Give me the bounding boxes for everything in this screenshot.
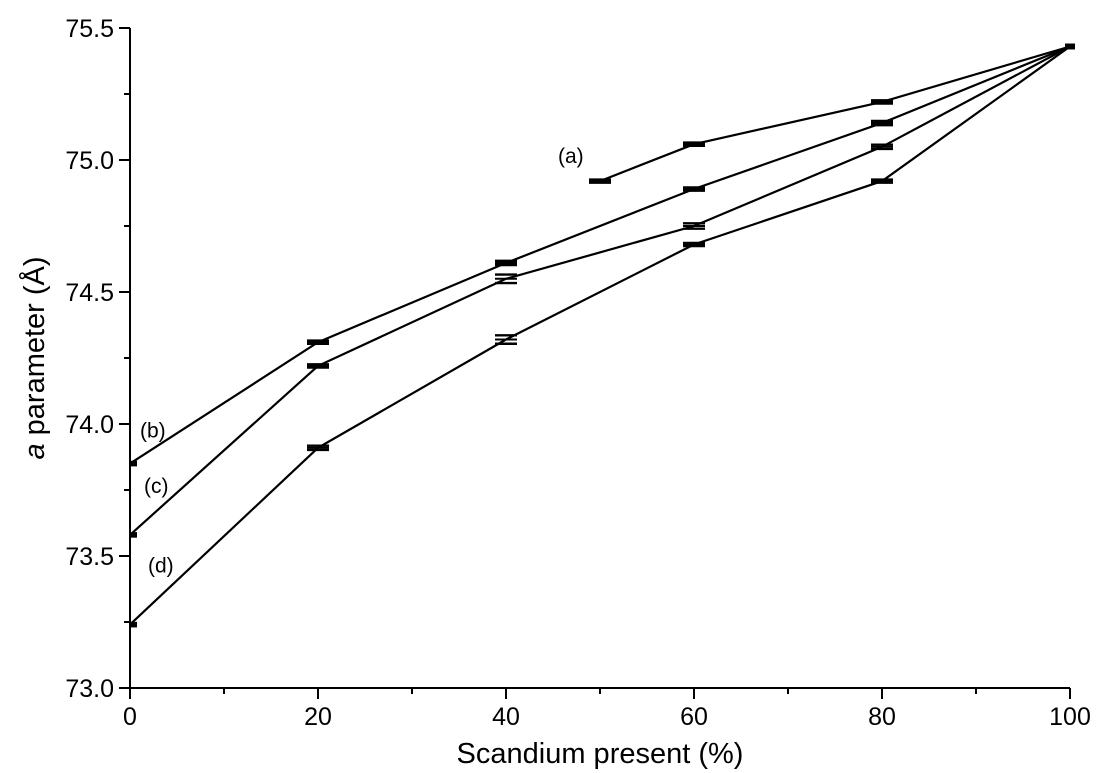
series-1: (a) bbox=[558, 43, 1075, 184]
x-tick-label: 40 bbox=[492, 703, 520, 731]
x-tick-label: 100 bbox=[1049, 703, 1091, 731]
y-tick-label: 74.5 bbox=[65, 279, 114, 307]
y-axis-title-italic: a bbox=[19, 443, 51, 459]
y-tick-label: 73.5 bbox=[65, 543, 114, 571]
x-tick-label: 60 bbox=[680, 703, 708, 731]
x-tick-label: 0 bbox=[123, 703, 137, 731]
y-tick-label: 73.0 bbox=[65, 675, 114, 703]
series-layer: (a) (b) (c) (d) bbox=[129, 43, 1075, 628]
y-axis-title-rest: parameter (Å) bbox=[18, 256, 51, 443]
series-label: (a) bbox=[558, 145, 584, 168]
x-tick-label: 20 bbox=[304, 703, 332, 731]
series-label: (d) bbox=[148, 555, 174, 578]
series-label: (c) bbox=[144, 475, 169, 498]
y-tick-label: 75.0 bbox=[65, 147, 114, 175]
series-2: (b) bbox=[129, 43, 1075, 467]
y-tick-label: 74.0 bbox=[65, 411, 114, 439]
x-axis-title: Scandium present (%) bbox=[457, 738, 744, 770]
series-line bbox=[129, 45, 1071, 465]
axes: 0 20 40 60 80 100 73.0 73.5 74.0 74.5 75.0 75.5 bbox=[65, 15, 1091, 731]
series-line bbox=[599, 45, 1071, 183]
series-line bbox=[129, 45, 1071, 536]
y-axis-title: a parameter (Å) bbox=[18, 256, 51, 459]
series-line bbox=[129, 45, 1071, 626]
y-tick-label: 75.5 bbox=[65, 15, 114, 43]
series-4: (d) bbox=[129, 43, 1075, 628]
x-tick-label: 80 bbox=[868, 703, 896, 731]
series-label: (b) bbox=[140, 420, 166, 443]
